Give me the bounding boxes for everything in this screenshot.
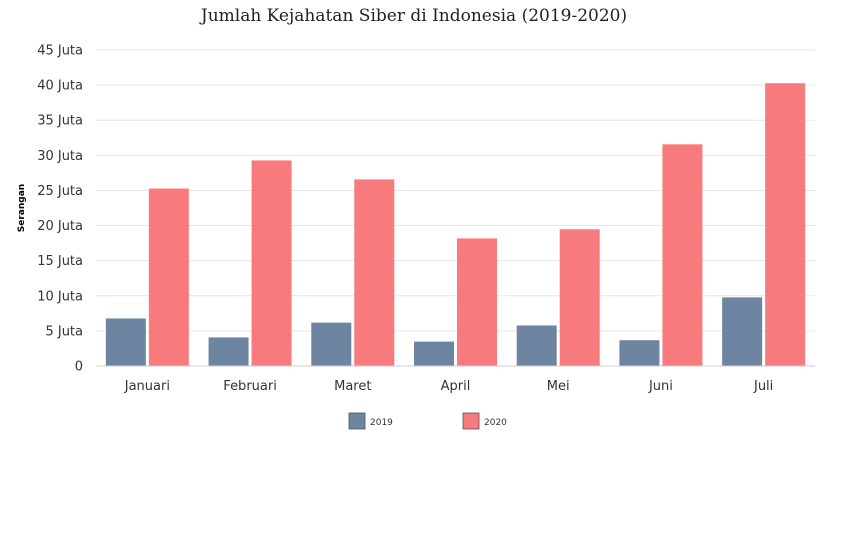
bar-2020-maret[interactable]	[354, 179, 395, 367]
y-tick-label: 15 Juta	[37, 254, 83, 269]
bar-2019-maret[interactable]	[311, 322, 352, 367]
x-tick-label: Mei	[547, 379, 570, 394]
x-tick-label: April	[441, 379, 471, 394]
x-tick-label: Februari	[223, 379, 277, 394]
bar-2020-april[interactable]	[457, 238, 497, 367]
y-tick-label: 40 Juta	[37, 79, 83, 94]
bar-2019-januari[interactable]	[105, 318, 146, 367]
x-tick-label: Maret	[334, 379, 371, 394]
bar-2019-februari[interactable]	[208, 337, 249, 367]
chart-title: Jumlah Kejahatan Siber di Indonesia (201…	[199, 6, 627, 26]
bar-2019-juli[interactable]	[722, 297, 763, 367]
legend-label: 2020	[484, 418, 507, 428]
legend: 2019 2020	[348, 412, 507, 430]
y-tick-label: 30 Juta	[37, 149, 83, 164]
legend-swatch	[462, 412, 480, 430]
bar-2019-juni[interactable]	[619, 340, 660, 367]
legend-swatch	[348, 412, 366, 430]
bar-2020-juli[interactable]	[765, 83, 806, 367]
legend-label: 2019	[370, 418, 393, 428]
y-tick-label: 45 Juta	[37, 44, 83, 59]
bars	[105, 83, 806, 367]
bar-2020-mei[interactable]	[559, 229, 600, 367]
bar-2019-april[interactable]	[414, 341, 454, 367]
y-tick-label: 35 Juta	[37, 114, 83, 129]
bar-2020-januari[interactable]	[148, 188, 189, 367]
bar-2020-juni[interactable]	[662, 144, 703, 367]
y-tick-label: 5 Juta	[45, 324, 83, 339]
y-tick-label: 20 Juta	[37, 219, 83, 234]
y-tick-label: 0	[75, 360, 83, 375]
x-tick-label: Juni	[648, 379, 673, 394]
gridlines	[96, 49, 815, 332]
y-axis-label: Serangan	[17, 184, 27, 232]
bar-2020-februari[interactable]	[251, 160, 292, 367]
y-axis-ticks: 0 5 Juta 10 Juta 15 Juta 20 Juta 25 Juta 30 Ju…	[37, 44, 83, 375]
x-tick-label: Juli	[753, 379, 773, 394]
bar-2019-mei[interactable]	[516, 325, 557, 367]
x-axis-ticks: Januari Februari Maret April Mei Juni Juli	[124, 379, 774, 394]
legend-item-2019[interactable]: 2019	[348, 412, 393, 430]
y-tick-label: 10 Juta	[37, 289, 83, 304]
y-tick-label: 25 Juta	[37, 184, 83, 199]
x-tick-label: Januari	[124, 379, 170, 394]
legend-item-2020[interactable]: 2020	[462, 412, 507, 430]
